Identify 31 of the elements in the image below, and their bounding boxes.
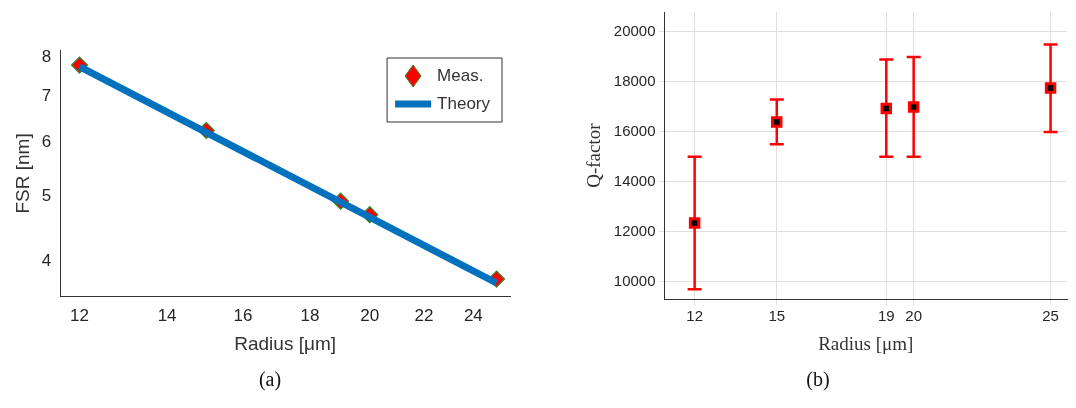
x-tick-label: 19 — [877, 307, 895, 325]
x-tick-label: 24 — [463, 305, 483, 325]
text: (a) — [257, 368, 283, 391]
x-tick-label: 16 — [233, 305, 253, 325]
x-tick-label: 14 — [157, 305, 177, 325]
y-axis-title: FSR [nm] — [11, 133, 33, 214]
y-tick-label: 5 — [41, 185, 52, 205]
x-tick-label: 12 — [686, 307, 703, 325]
y-tick-label: 10000 — [613, 271, 656, 289]
x-tick-label: 18 — [300, 305, 320, 325]
x-axis-title: Radius [μm] — [818, 332, 914, 354]
x-tick-label: 20 — [360, 305, 380, 325]
y-tick-label: 6 — [41, 131, 52, 151]
x-tick-label: 25 — [1042, 307, 1059, 325]
y-tick-label: 20000 — [613, 22, 656, 40]
x-tick-label: 12 — [70, 305, 89, 325]
legend-label: Theory — [437, 93, 491, 113]
y-tick-label: 18000 — [613, 72, 656, 90]
y-tick-label: 16000 — [613, 122, 656, 140]
y-tick-label: 12000 — [613, 221, 656, 239]
x-tick-label: 15 — [768, 307, 786, 325]
x-tick-label: 20 — [905, 307, 923, 325]
y-tick-label: 14000 — [613, 171, 656, 189]
y-tick-label: 4 — [41, 251, 52, 271]
x-axis-title: Radius [μm] — [234, 332, 337, 354]
text: (b) — [805, 368, 831, 391]
y-axis-title: Q-factor — [583, 122, 605, 188]
y-tick-label: 8 — [41, 46, 52, 66]
x-tick-label: 22 — [414, 305, 434, 325]
legend-label: Meas. — [437, 65, 484, 85]
y-tick-label: 7 — [41, 86, 52, 106]
